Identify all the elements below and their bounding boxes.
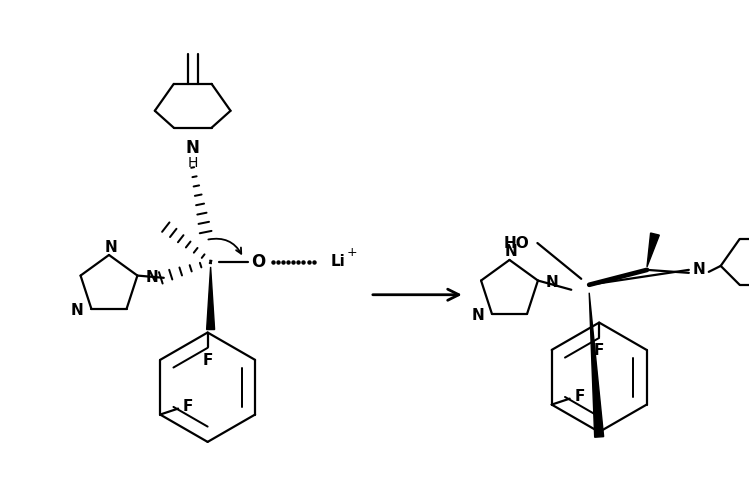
Text: Li: Li bbox=[330, 254, 345, 269]
Text: N: N bbox=[146, 270, 158, 285]
Text: N: N bbox=[70, 303, 83, 318]
Text: F: F bbox=[202, 353, 213, 368]
Text: F: F bbox=[594, 343, 604, 358]
Text: +: + bbox=[347, 247, 358, 259]
Text: F: F bbox=[574, 389, 585, 404]
Polygon shape bbox=[207, 267, 214, 330]
Text: N: N bbox=[186, 139, 200, 156]
Polygon shape bbox=[647, 233, 659, 267]
Text: HO: HO bbox=[504, 236, 530, 250]
FancyArrowPatch shape bbox=[209, 239, 242, 254]
Polygon shape bbox=[590, 293, 604, 437]
Text: H: H bbox=[188, 155, 198, 169]
Text: F: F bbox=[183, 399, 194, 414]
Text: N: N bbox=[692, 262, 705, 277]
Text: N: N bbox=[104, 240, 117, 254]
Text: O: O bbox=[251, 253, 266, 271]
Text: N: N bbox=[546, 275, 559, 290]
Text: N: N bbox=[471, 308, 484, 323]
Text: N: N bbox=[505, 245, 518, 259]
